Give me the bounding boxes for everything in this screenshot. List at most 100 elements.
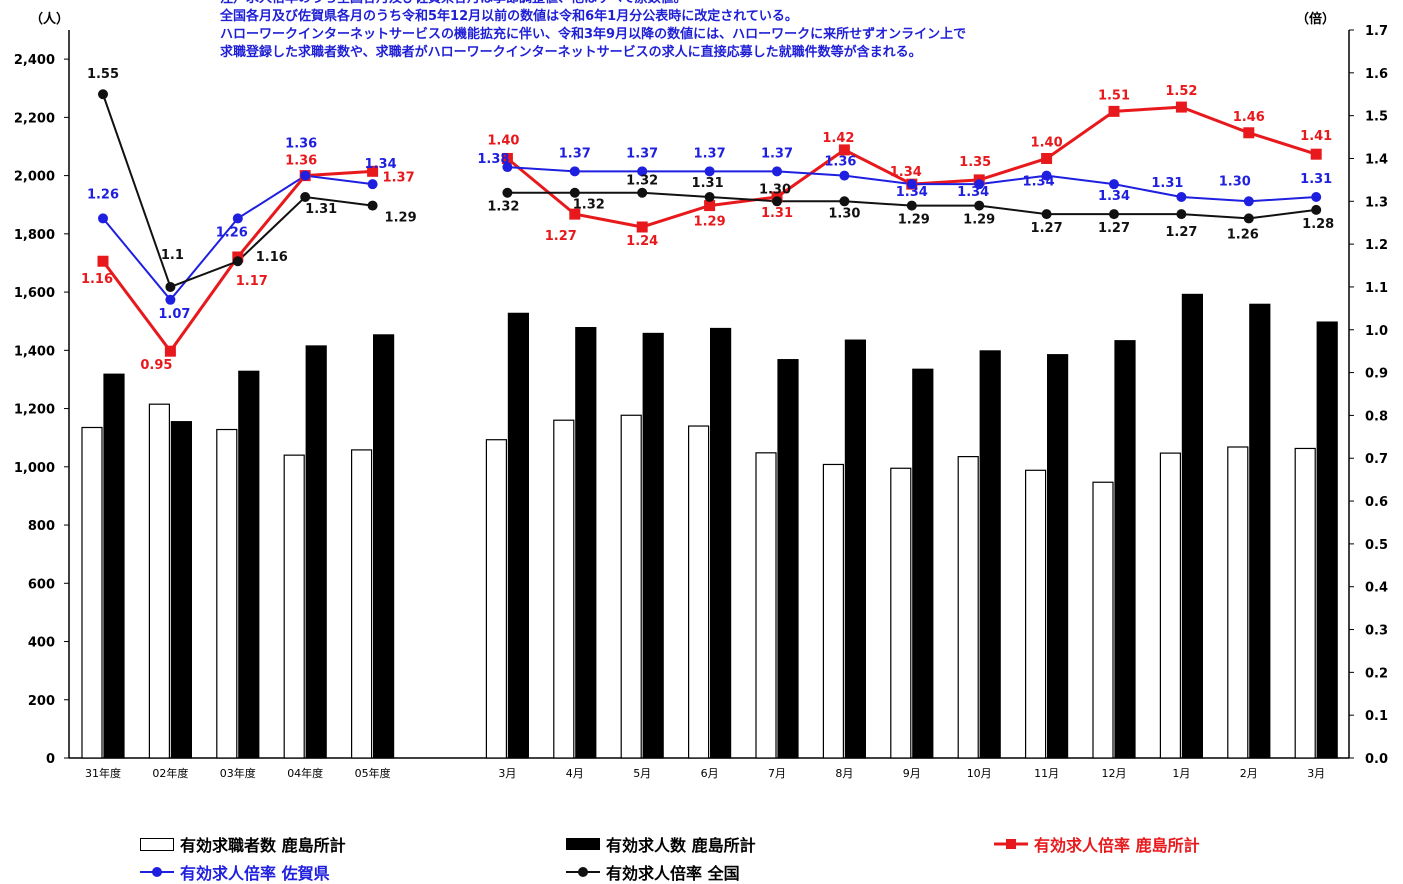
bar-job-openings <box>979 350 1001 759</box>
point-national-rate <box>1243 213 1254 224</box>
right-tick-label: 0.8 <box>1365 409 1388 424</box>
point-national-rate <box>367 200 378 211</box>
label-saga-rate: 1.31 <box>1300 172 1332 187</box>
point-national-rate <box>1176 209 1187 220</box>
point-national-rate <box>637 187 648 198</box>
bar-job-seekers <box>1294 447 1316 759</box>
label-kashima-rate: 1.40 <box>1031 135 1063 150</box>
label-kashima-rate: 1.16 <box>81 272 113 287</box>
bar-job-seekers <box>283 454 305 759</box>
label-kashima-rate: 1.35 <box>959 155 991 170</box>
legend-national-rate: 有効求人倍率 全国 <box>566 860 740 884</box>
left-tick-label: 200 <box>28 694 55 709</box>
right-tick-label: 1.2 <box>1365 238 1388 253</box>
label-saga-rate: 1.37 <box>626 146 658 161</box>
bar-job-openings <box>507 312 529 759</box>
point-saga-rate <box>98 213 108 224</box>
point-kashima-rate <box>501 152 513 164</box>
point-saga-rate <box>637 166 648 177</box>
right-tick-label: 0.7 <box>1365 452 1388 467</box>
label-national-rate: 1.32 <box>626 174 658 189</box>
bar-job-seekers <box>957 456 979 759</box>
point-saga-rate <box>1176 192 1187 203</box>
point-national-rate <box>704 192 715 203</box>
bar-job-openings <box>575 327 597 759</box>
bar-job-seekers <box>890 467 912 759</box>
point-national-rate <box>1041 209 1052 220</box>
right-tick-label: 0.5 <box>1365 538 1388 553</box>
bar-job-seekers <box>755 452 777 759</box>
left-tick-label: 2,000 <box>14 170 55 185</box>
left-tick-label: 1,800 <box>14 228 55 243</box>
left-tick-label: 1,000 <box>14 461 55 476</box>
right-tick-label: 0.4 <box>1365 581 1388 596</box>
x-tick-label: 9月 <box>903 767 921 780</box>
left-tick-label: 800 <box>28 519 55 534</box>
label-national-rate: 1.16 <box>256 250 288 265</box>
bar-job-seekers <box>1159 452 1182 759</box>
point-national-rate <box>839 196 850 207</box>
left-tick-label: 1,200 <box>14 403 55 418</box>
label-saga-rate: 1.36 <box>285 137 317 152</box>
left-tick-label: 1,600 <box>14 286 55 301</box>
bar-job-openings <box>1181 293 1204 759</box>
bar-job-seekers <box>553 419 575 759</box>
point-national-rate <box>906 200 917 211</box>
bar-job-seekers <box>687 425 710 759</box>
point-kashima-rate <box>1041 152 1053 164</box>
label-national-rate: 1.55 <box>87 67 119 82</box>
label-saga-rate: 1.26 <box>87 187 119 202</box>
right-tick-label: 0.0 <box>1365 752 1388 767</box>
point-kashima-rate <box>164 345 176 357</box>
label-saga-rate: 1.38 <box>477 152 509 167</box>
label-saga-rate: 1.34 <box>1098 189 1130 204</box>
x-tick-label: 10月 <box>967 767 992 780</box>
point-kashima-rate <box>1310 148 1322 160</box>
point-national-rate <box>1109 209 1119 220</box>
bar-job-seekers <box>620 414 642 759</box>
label-saga-rate: 1.37 <box>694 146 726 161</box>
right-tick-label: 1.0 <box>1365 324 1388 339</box>
point-saga-rate <box>165 294 176 305</box>
point-saga-rate <box>232 213 243 224</box>
x-tick-label: 3月 <box>1307 767 1325 780</box>
point-kashima-rate <box>367 165 379 177</box>
label-kashima-rate: 1.40 <box>487 133 519 148</box>
point-national-rate <box>165 281 176 292</box>
bar-job-openings <box>1046 354 1069 759</box>
left-tick-label: 2,400 <box>14 53 55 68</box>
point-saga-rate <box>1109 179 1119 190</box>
left-tick-label: 600 <box>28 577 55 592</box>
right-tick-label: 1.5 <box>1365 110 1388 125</box>
bar-job-openings <box>642 332 664 759</box>
point-saga-rate <box>300 170 311 181</box>
left-tick-label: 1,400 <box>14 344 55 359</box>
label-kashima-rate: 1.41 <box>1300 129 1332 144</box>
label-saga-rate: 1.37 <box>761 146 793 161</box>
label-kashima-rate: 1.31 <box>761 206 793 221</box>
label-national-rate: 1.31 <box>305 202 337 217</box>
right-tick-label: 0.3 <box>1365 624 1388 639</box>
right-tick-label: 1.7 <box>1365 24 1388 39</box>
label-national-rate: 1.29 <box>385 211 417 226</box>
point-saga-rate <box>974 179 985 190</box>
point-saga-rate <box>704 166 715 177</box>
label-national-rate: 1.27 <box>1098 221 1130 236</box>
point-saga-rate <box>772 166 782 177</box>
legend-kashima-seekers: 有効求職者数 鹿島所計 <box>140 832 346 856</box>
legend-blue-circle-marker <box>140 867 174 877</box>
x-tick-label: 1月 <box>1172 767 1190 780</box>
bar-job-openings <box>103 373 125 759</box>
x-tick-label: 3月 <box>498 767 516 780</box>
label-national-rate: 1.32 <box>573 198 605 213</box>
chart-canvas: 0 200 400 600 800 1,000 1,200 1,400 1,600 1,800 2,… <box>14 24 1388 780</box>
x-tick-label: 8月 <box>835 767 853 780</box>
label-kashima-rate: 1.34 <box>890 165 922 180</box>
x-tick-label: 04年度 <box>287 766 323 780</box>
label-saga-rate: 1.37 <box>559 146 591 161</box>
label-kashima-rate: 1.51 <box>1098 88 1130 103</box>
right-tick-label: 0.1 <box>1365 709 1388 724</box>
bar-job-seekers <box>485 439 507 759</box>
chart-note-2: 全国各月及び佐賀県各月のうち令和5年12月以前の数値は令和6年1月分公表時に改定… <box>220 9 798 24</box>
label-saga-rate: 1.31 <box>1151 176 1183 191</box>
